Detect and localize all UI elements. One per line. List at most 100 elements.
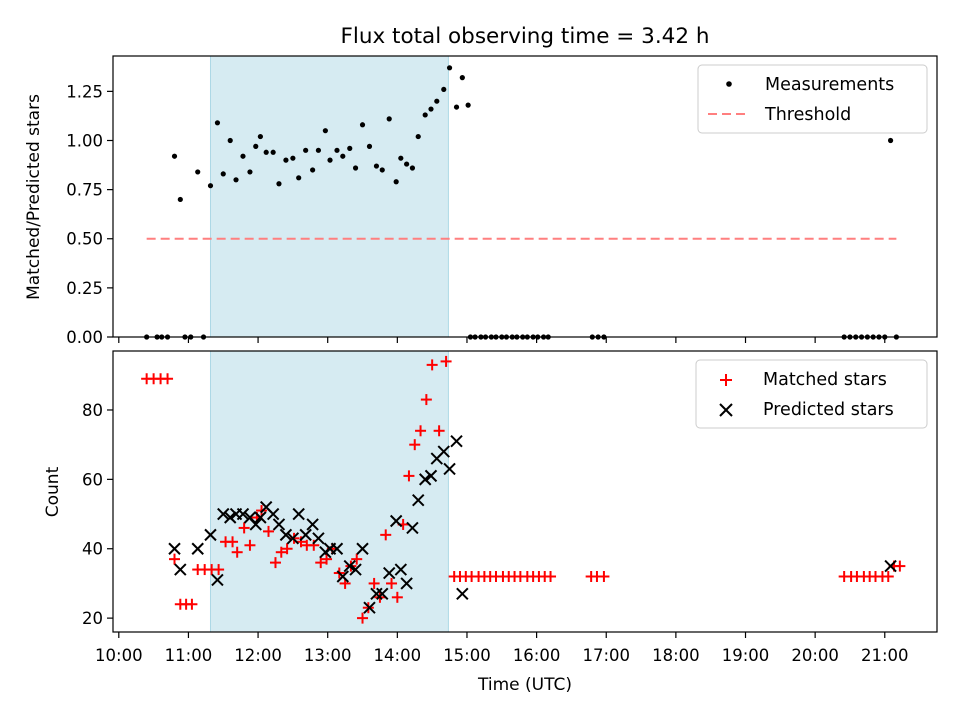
measurement-point	[373, 163, 380, 169]
matched-star-point	[545, 570, 557, 582]
matched-star-point	[403, 470, 415, 482]
x-tick-label: 14:00	[374, 646, 422, 665]
matched-star-point	[357, 612, 369, 624]
measurement-point	[177, 196, 183, 203]
bottom-legend: Matched stars Predicted stars	[695, 359, 928, 429]
y-tick-label: 20	[82, 609, 103, 628]
measurement-point	[207, 183, 214, 189]
matched-star-point	[281, 543, 293, 555]
top-legend: Measurements Threshold	[697, 64, 928, 134]
measurement-point	[247, 169, 253, 175]
x-tick-label: 12:00	[234, 646, 282, 665]
measurement-point	[270, 149, 276, 155]
x-tick-label: 15:00	[443, 646, 491, 665]
predicted-star-point	[356, 542, 369, 555]
legend-matched-marker	[720, 374, 732, 386]
predicted-star-point	[236, 507, 250, 521]
measurement-point	[257, 133, 263, 140]
matched-star-point	[238, 522, 250, 534]
bottom-legend-box	[695, 359, 928, 429]
predicted-star-point	[306, 518, 319, 531]
matched-star-point	[263, 525, 275, 537]
chart-title: Flux total observing time = 3.42 h	[341, 24, 710, 49]
bottom-shaded-interval	[209, 350, 449, 633]
predicted-star-point	[389, 514, 403, 528]
predicted-star-point	[174, 563, 187, 576]
predicted-star-point	[336, 570, 349, 583]
legend-measurements-label: Measurements	[765, 75, 894, 95]
bottom-y-axis-label: Count	[43, 466, 63, 517]
predicted-star-point	[424, 469, 438, 483]
matched-star-point	[186, 598, 198, 610]
bottom-x-ticks: 10:00 11:00 12:00 13:00 14:00 15:00 16:00 17:00…	[95, 632, 909, 665]
predicted-star-point	[299, 528, 312, 542]
measurement-point	[441, 86, 447, 93]
y-tick-label: 0.50	[66, 230, 103, 249]
measurement-point	[415, 133, 421, 140]
measurement-point	[453, 104, 460, 110]
matched-star-point	[269, 557, 281, 569]
predicted-star-point	[450, 434, 463, 448]
measurement-point	[276, 181, 282, 187]
measurement-point	[240, 153, 246, 159]
predicted-star-point	[272, 518, 286, 531]
predicted-star-point	[363, 601, 376, 614]
predicted-star-point	[191, 542, 204, 555]
predicted-star-point	[349, 563, 362, 576]
measurement-point	[347, 145, 353, 151]
matched-star-point	[227, 536, 239, 548]
legend-threshold-label: Threshold	[764, 105, 851, 125]
measurement-point	[409, 165, 416, 171]
measurement-point	[233, 177, 239, 183]
predicted-star-point	[418, 473, 432, 486]
legend-predicted-label: Predicted stars	[763, 400, 894, 420]
predicted-star-point	[370, 587, 383, 601]
measurement-point	[290, 155, 296, 161]
y-tick-label: 1.00	[66, 131, 103, 150]
predicted-star-point	[412, 493, 425, 507]
matched-star-point	[433, 425, 445, 437]
measurement-point	[171, 153, 178, 159]
legend-measurements-marker	[726, 81, 732, 87]
measurement-point	[465, 102, 471, 108]
matched-star-point	[169, 553, 181, 565]
predicted-star-point	[884, 559, 897, 573]
measurement-point	[428, 106, 434, 112]
measurement-point	[386, 116, 392, 122]
predicted-star-point	[266, 507, 280, 521]
y-tick-label: 1.25	[66, 82, 103, 101]
measurement-point	[446, 65, 453, 71]
matched-star-point	[386, 577, 398, 589]
predicted-star-point	[249, 518, 262, 531]
measurement-point	[283, 157, 289, 163]
measurement-point	[404, 161, 410, 167]
x-tick-label: 16:00	[513, 646, 561, 665]
matched-star-point	[440, 355, 452, 367]
predicted-star-point	[376, 587, 389, 601]
predicted-star-point	[279, 528, 293, 542]
measurement-point	[195, 169, 201, 175]
measurement-point	[253, 143, 259, 149]
x-tick-label: 20:00	[791, 646, 839, 665]
x-tick-label: 19:00	[722, 646, 770, 665]
matched-star-point	[380, 529, 392, 541]
measurement-point	[296, 175, 302, 181]
y-tick-label: 0.75	[66, 181, 103, 200]
predicted-star-point	[456, 587, 469, 601]
predicted-star-point	[211, 573, 224, 587]
top-y-axis-label: Matched/Predicted stars	[24, 94, 44, 300]
top-shaded-interval	[209, 55, 449, 338]
predicted-star-point	[286, 532, 300, 545]
top-axes-frame	[112, 55, 938, 338]
measurement-point	[327, 157, 333, 163]
predicted-star-point	[400, 577, 413, 590]
y-tick-label: 60	[82, 470, 103, 489]
matched-star-point	[598, 570, 610, 582]
x-tick-label: 10:00	[95, 646, 143, 665]
matched-star-point	[391, 591, 403, 603]
measurement-point	[315, 147, 322, 153]
top-panel: 0.00 0.25 0.50 0.75 1.00 1.25 Matched/Predict…	[24, 55, 938, 347]
measurement-point	[459, 75, 465, 81]
top-y-ticks: 0.00 0.25 0.50 0.75 1.00 1.25	[66, 82, 113, 347]
